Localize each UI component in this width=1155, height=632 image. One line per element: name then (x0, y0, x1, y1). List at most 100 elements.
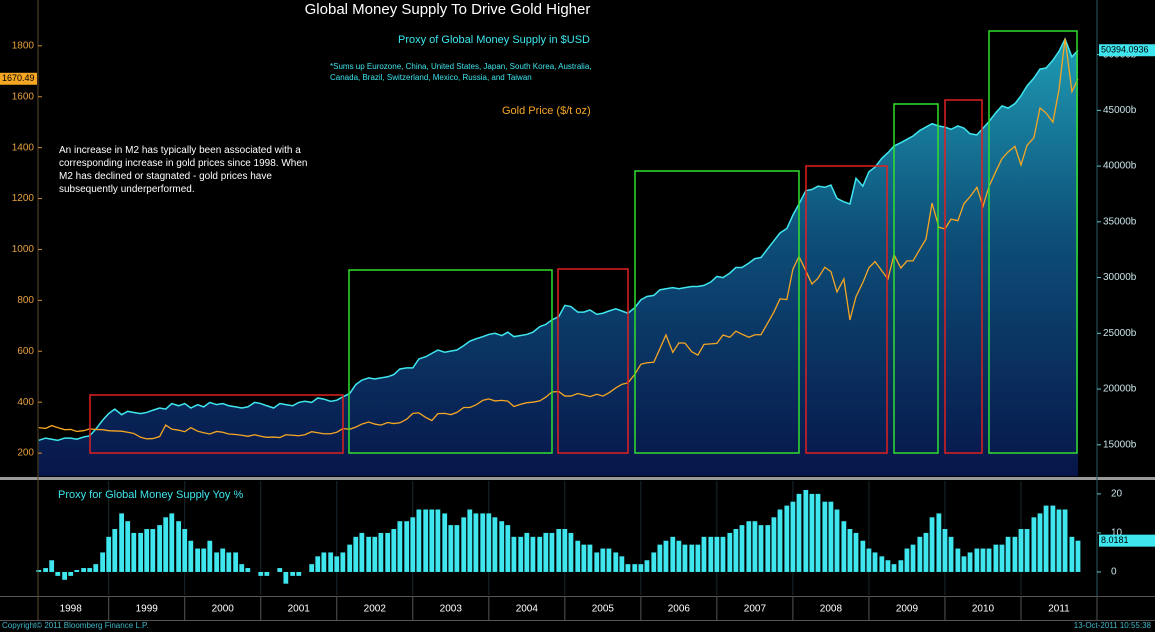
bar (841, 521, 847, 572)
bar (207, 540, 213, 572)
bar (454, 525, 460, 572)
bar (391, 529, 397, 572)
bar (594, 552, 600, 572)
bar (87, 568, 93, 572)
bar (543, 532, 549, 572)
bar (1056, 509, 1062, 572)
bar (112, 529, 118, 572)
bar (378, 532, 384, 572)
bar (739, 525, 745, 572)
bar (701, 536, 707, 572)
bar (138, 532, 144, 572)
y-tick-label: 1000 (12, 244, 35, 255)
bar (372, 536, 378, 572)
x-tick-label: 2004 (516, 604, 539, 615)
bar (524, 532, 530, 572)
bar (55, 571, 61, 576)
bar (321, 552, 327, 572)
bar (1031, 517, 1037, 572)
bar (562, 529, 568, 572)
bar (62, 571, 68, 580)
bar (283, 571, 289, 584)
bar (923, 532, 929, 572)
bar (68, 571, 74, 576)
bar (258, 571, 264, 576)
bar (36, 570, 42, 572)
bar (809, 493, 815, 572)
bar (777, 509, 783, 572)
bar (784, 505, 790, 572)
last-value-label: 50394.0936 (1101, 45, 1149, 55)
y3-tick-label: 20 (1111, 489, 1123, 500)
bar (315, 556, 321, 572)
bar (309, 564, 315, 572)
bar (822, 501, 828, 572)
bar (74, 570, 80, 572)
bar (720, 536, 726, 572)
bar (131, 532, 137, 572)
bar (910, 544, 916, 572)
bar (404, 521, 410, 572)
bar (942, 529, 948, 572)
period-box (893, 103, 939, 454)
x-tick-label: 2001 (288, 604, 311, 615)
bar (974, 548, 980, 572)
bar (879, 556, 885, 572)
x-tick-label: 2009 (896, 604, 919, 615)
x-tick-label: 2011 (1048, 604, 1070, 615)
bar (214, 552, 220, 572)
bar (81, 568, 87, 572)
bar (828, 501, 834, 572)
chart-title: Global Money Supply To Drive Gold Higher (304, 1, 591, 18)
bar (492, 517, 498, 572)
bar (277, 568, 283, 572)
bar (714, 536, 720, 572)
bar (220, 548, 226, 572)
y2-tick-label: 30000b (1103, 272, 1137, 283)
bar (410, 517, 416, 572)
bar (771, 517, 777, 572)
y2-tick-label: 15000b (1103, 439, 1137, 450)
last-value-tag (1099, 44, 1155, 57)
bar (834, 509, 840, 572)
period-box (634, 170, 800, 454)
bar (708, 536, 714, 572)
bar (936, 513, 942, 572)
bar (188, 540, 194, 572)
bar (245, 568, 251, 572)
bar (765, 525, 771, 572)
bar (752, 521, 758, 572)
bar (815, 493, 821, 572)
bar (530, 536, 536, 572)
x-tick-label: 2007 (744, 604, 767, 615)
bar (1062, 509, 1068, 572)
bar (682, 544, 688, 572)
bar (290, 571, 296, 576)
bar (600, 548, 606, 572)
bar (1018, 529, 1024, 572)
bar (233, 552, 239, 572)
y-tick-label: 1400 (12, 142, 35, 153)
y-tick-label: 1200 (12, 193, 35, 204)
copyright: Copyright© 2011 Bloomberg Finance L.P. (2, 621, 149, 630)
bar (416, 509, 422, 572)
bar (169, 513, 175, 572)
bar (619, 556, 625, 572)
bar (993, 544, 999, 572)
bar (442, 513, 448, 572)
bar (106, 536, 112, 572)
period-box (944, 99, 983, 454)
bar (1075, 540, 1081, 572)
bar (999, 544, 1005, 572)
bar (423, 509, 429, 572)
bar (796, 493, 802, 572)
bar (328, 552, 334, 572)
bar (347, 544, 353, 572)
bar (885, 560, 891, 572)
y3-tick-label: 0 (1111, 567, 1117, 578)
y2-tick-label: 45000b (1103, 105, 1137, 116)
bar (955, 548, 961, 572)
bar (733, 529, 739, 572)
annotation: An increase in M2 has typically been ass… (59, 145, 308, 195)
